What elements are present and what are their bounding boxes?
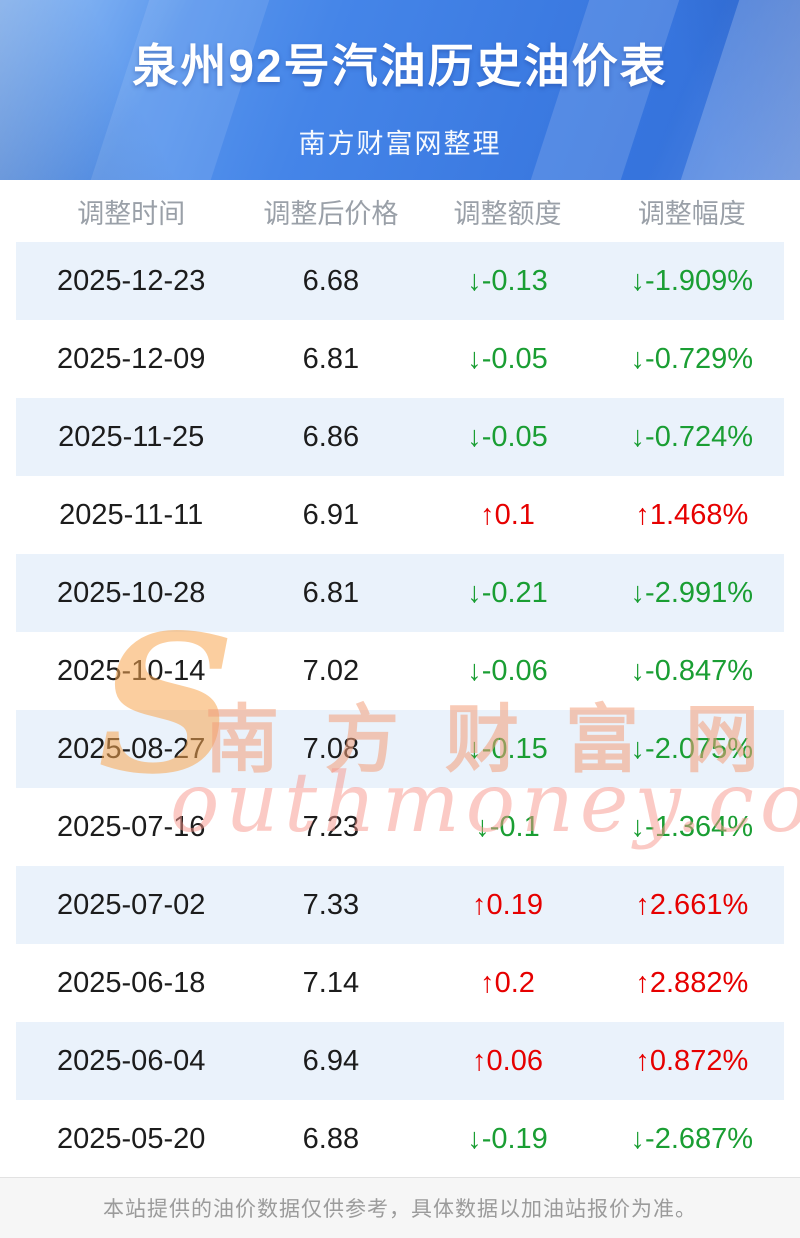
change-cell: ↓-0.21 [467,576,548,609]
column-header-price: 调整后价格 [263,198,399,229]
date-cell: 2025-06-04 [57,1044,206,1077]
table-row: 2025-11-11 6.91 ↑0.1 ↑1.468% [16,476,784,554]
price-cell: 6.88 [302,1122,360,1155]
page-title: 泉州92号汽油历史油价表 [132,40,668,92]
column-header-change: 调整额度 [453,198,562,229]
column-header-percent: 调整幅度 [637,198,746,229]
change-cell: ↓-0.15 [467,732,548,765]
change-cell: ↑0.19 [472,888,543,921]
price-cell: 6.81 [302,342,360,375]
price-table: 调整时间 调整后价格 调整额度 调整幅度 2025-12-23 6.68 ↓-0.1… [0,180,800,1178]
percent-cell: ↓-1.909% [630,264,754,297]
price-cell: 6.86 [302,420,360,453]
percent-cell: ↓-0.729% [630,342,754,375]
price-cell: 6.68 [302,264,360,297]
price-cell: 7.23 [302,810,360,843]
date-cell: 2025-06-18 [57,966,206,999]
percent-cell: ↑0.872% [635,1044,749,1077]
table-row: 2025-11-25 6.86 ↓-0.05 ↓-0.724% [16,398,784,476]
change-cell: ↓-0.06 [467,654,548,687]
price-cell: 6.81 [302,576,360,609]
table-row: 2025-07-16 7.23 ↓-0.1 ↓-1.364% [16,788,784,866]
price-cell: 7.33 [302,888,360,921]
date-cell: 2025-08-27 [57,732,206,765]
table-row: 2025-06-04 6.94 ↑0.06 ↑0.872% [16,1022,784,1100]
table-row: 2025-10-28 6.81 ↓-0.21 ↓-2.991% [16,554,784,632]
percent-cell: ↑2.882% [635,966,749,999]
percent-cell: ↓-0.847% [630,654,754,687]
change-cell: ↑0.2 [480,966,535,999]
date-cell: 2025-10-28 [57,576,206,609]
date-cell: 2025-11-25 [58,420,205,453]
percent-cell: ↓-2.075% [630,732,754,765]
date-cell: 2025-12-09 [57,342,206,375]
date-cell: 2025-05-20 [57,1122,206,1155]
percent-cell: ↓-2.991% [630,576,754,609]
percent-cell: ↓-2.687% [630,1122,754,1155]
date-cell: 2025-10-14 [57,654,206,687]
footer-note: 本站提供的油价数据仅供参考，具体数据以加油站报价为准。 [0,1177,800,1238]
percent-cell: ↓-1.364% [630,810,754,843]
change-cell: ↓-0.05 [467,420,548,453]
price-cell: 6.94 [302,1044,360,1077]
column-header-date: 调整时间 [77,198,186,229]
price-cell: 6.91 [302,498,360,531]
table-row: 2025-10-14 7.02 ↓-0.06 ↓-0.847% [16,632,784,710]
change-cell: ↓-0.05 [467,342,548,375]
price-cell: 7.14 [302,966,360,999]
table-body: 2025-12-23 6.68 ↓-0.13 ↓-1.909% 2025-12-09 6.… [16,242,784,1178]
table-row: 2025-12-23 6.68 ↓-0.13 ↓-1.909% [16,242,784,320]
table-row: 2025-05-20 6.88 ↓-0.19 ↓-2.687% [16,1100,784,1178]
change-cell: ↓-0.1 [475,810,540,843]
change-cell: ↑0.06 [472,1044,543,1077]
percent-cell: ↓-0.724% [630,420,754,453]
percent-cell: ↑2.661% [635,888,749,921]
date-cell: 2025-07-16 [57,810,206,843]
change-cell: ↑0.1 [480,498,535,531]
table-row: 2025-06-18 7.14 ↑0.2 ↑2.882% [16,944,784,1022]
date-cell: 2025-11-11 [59,498,204,531]
price-cell: 7.08 [302,732,360,765]
date-cell: 2025-07-02 [57,888,206,921]
percent-cell: ↑1.468% [635,498,749,531]
table-row: 2025-12-09 6.81 ↓-0.05 ↓-0.729% [16,320,784,398]
price-cell: 7.02 [302,654,360,687]
page-subtitle: 南方财富网整理 [298,129,502,159]
table-row: 2025-08-27 7.08 ↓-0.15 ↓-2.075% [16,710,784,788]
change-cell: ↓-0.19 [467,1122,548,1155]
date-cell: 2025-12-23 [57,264,206,297]
table-row: 2025-07-02 7.33 ↑0.19 ↑2.661% [16,866,784,944]
table-header-row: 调整时间 调整后价格 调整额度 调整幅度 [16,180,784,242]
header-banner: 泉州92号汽油历史油价表 南方财富网整理 [0,0,800,180]
change-cell: ↓-0.13 [467,264,548,297]
footer-note-text: 本站提供的油价数据仅供参考，具体数据以加油站报价为准。 [103,1198,697,1221]
